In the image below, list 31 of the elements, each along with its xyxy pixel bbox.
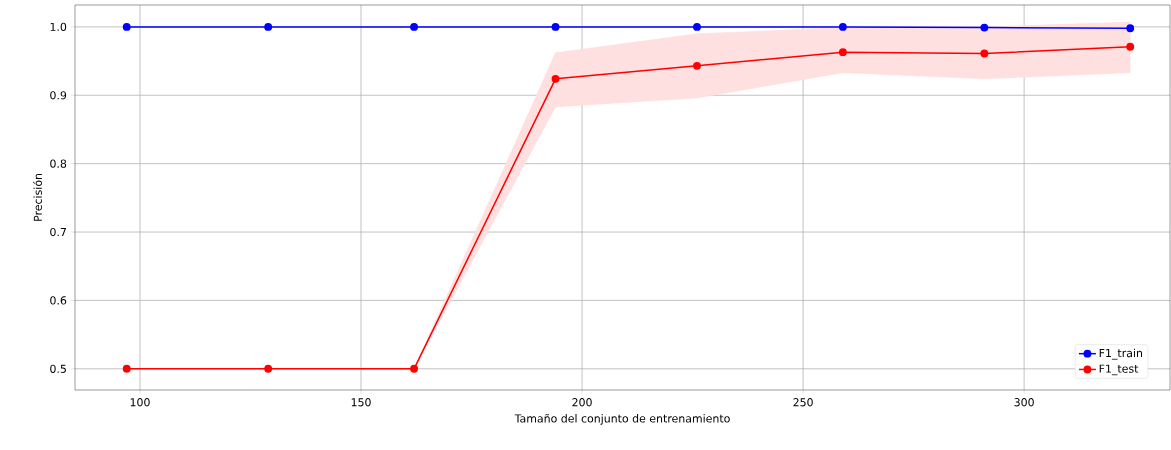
- point: [1126, 24, 1135, 33]
- x-tick-label: 300: [1014, 398, 1034, 407]
- point: [1126, 42, 1135, 51]
- point: [838, 48, 847, 57]
- y-tick-label: 0.9: [50, 91, 67, 100]
- point: [980, 23, 989, 32]
- y-tick-label: 0.6: [50, 296, 67, 305]
- point: [980, 49, 989, 58]
- y-tick-label: 0.5: [50, 364, 66, 373]
- x-tick-label: 250: [793, 398, 813, 407]
- point: [122, 364, 131, 373]
- y-tick-label: 0.7: [50, 227, 66, 237]
- point: [551, 22, 560, 31]
- x-tick-label: 200: [572, 398, 592, 407]
- y-axis-title: Precisión: [33, 173, 42, 221]
- point: [410, 364, 419, 373]
- legend-label: F1_test: [1099, 364, 1139, 376]
- legend-label: F1_train: [1099, 348, 1142, 360]
- y-tick-label: 1.0: [50, 22, 67, 32]
- point: [551, 74, 560, 83]
- x-tick-label: 100: [130, 398, 150, 407]
- y-tick-label: 0.8: [50, 159, 67, 168]
- point: [264, 22, 273, 31]
- point: [410, 22, 419, 31]
- point: [122, 22, 131, 31]
- x-tick-label: 150: [351, 398, 371, 407]
- point: [838, 22, 847, 31]
- point: [693, 22, 701, 31]
- point: [693, 61, 701, 70]
- x-axis-title: Tamaño del conjunto de entrenamiento: [514, 413, 730, 425]
- point: [264, 364, 273, 373]
